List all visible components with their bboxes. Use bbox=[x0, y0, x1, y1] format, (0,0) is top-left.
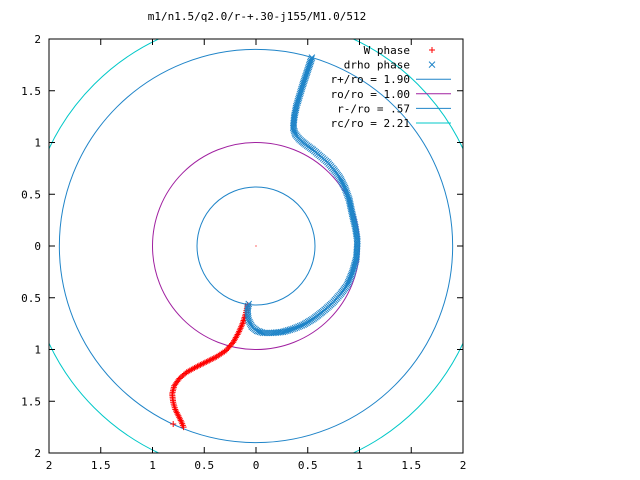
legend-entry-5: rc/ro = 2.21 bbox=[331, 117, 451, 130]
x-tick-label: 1.5 bbox=[401, 459, 421, 472]
series-0 bbox=[169, 301, 251, 431]
plot-area bbox=[49, 39, 463, 453]
drho-phase-point bbox=[298, 321, 306, 329]
w-phase-point bbox=[180, 424, 187, 431]
w-phase-point bbox=[198, 361, 205, 368]
legend-label: W phase bbox=[364, 44, 410, 57]
w-phase-point bbox=[207, 356, 214, 363]
w-phase-point bbox=[200, 360, 207, 367]
drho-phase-point bbox=[293, 324, 301, 331]
x-tick-label: 0.5 bbox=[194, 459, 214, 472]
drho-phase-point bbox=[245, 300, 253, 308]
legend-label: rc/ro = 2.21 bbox=[331, 117, 410, 130]
w-phase-point bbox=[172, 381, 179, 388]
drho-phase-point bbox=[300, 321, 307, 329]
y-tick-label: 2 bbox=[34, 447, 41, 460]
drho-phase-point bbox=[244, 304, 252, 312]
drho-phase-point bbox=[295, 323, 302, 331]
w-phase-point bbox=[204, 358, 211, 365]
w-phase-point bbox=[213, 353, 220, 360]
x-tick-label: 2 bbox=[46, 459, 53, 472]
chart-title: m1/n1.5/q2.0/r-+.30-j155/M1.0/512 bbox=[148, 10, 367, 23]
y-tick-label: 1.5 bbox=[21, 85, 41, 98]
x-tick-label: 0 bbox=[253, 459, 260, 472]
x-tick-label: 0.5 bbox=[298, 459, 318, 472]
legend-label: ro/ro = 1.00 bbox=[331, 88, 410, 101]
w-phase-point bbox=[209, 355, 216, 362]
legend-entry-1: drho phase bbox=[344, 59, 436, 72]
w-phase-point bbox=[203, 358, 210, 365]
w-phase-point bbox=[195, 362, 202, 369]
x-tick-label: 2 bbox=[460, 459, 467, 472]
legend-symbol bbox=[429, 47, 435, 53]
legend-label: drho phase bbox=[344, 59, 410, 72]
legend-label: r-/ro = .57 bbox=[337, 102, 410, 115]
w-phase-point bbox=[206, 357, 213, 364]
x-tick-label: 1.5 bbox=[91, 459, 111, 472]
series-1 bbox=[244, 54, 361, 337]
circle-0 bbox=[58, 48, 454, 444]
axes: 2 1.5 1 0.5 0 0.5 1 1.5 221.510.500.511.52 bbox=[21, 33, 466, 472]
y-tick-label: 1.5 bbox=[21, 395, 41, 408]
y-tick-label: 1 bbox=[34, 344, 41, 357]
w-phase-point bbox=[194, 363, 201, 370]
w-phase-point bbox=[210, 355, 217, 362]
legend-symbol bbox=[428, 61, 436, 68]
drho-phase-point bbox=[296, 322, 304, 330]
circle-2 bbox=[196, 186, 316, 306]
legend-label: r+/ro = 1.90 bbox=[331, 73, 410, 86]
y-tick-label: 0.5 bbox=[21, 188, 41, 201]
y-tick-label: 1 bbox=[34, 137, 41, 150]
drho-phase-point bbox=[244, 302, 252, 310]
drho-phase-point bbox=[246, 318, 253, 326]
y-tick-label: 0.5 bbox=[21, 292, 41, 305]
w-phase-point bbox=[170, 421, 177, 428]
legend-entry-3: ro/ro = 1.00 bbox=[331, 88, 451, 101]
legend-entry-2: r+/ro = 1.90 bbox=[331, 73, 451, 86]
y-tick-label: 0 bbox=[34, 240, 41, 253]
w-phase-point bbox=[201, 359, 208, 366]
legend-entry-0: W phase bbox=[364, 44, 435, 57]
x-tick-label: 1 bbox=[356, 459, 363, 472]
legend-entry-4: r-/ro = .57 bbox=[337, 102, 451, 115]
x-tick-label: 1 bbox=[149, 459, 156, 472]
y-tick-label: 2 bbox=[34, 33, 41, 46]
center-point bbox=[255, 245, 257, 247]
w-phase-point bbox=[197, 361, 204, 368]
w-phase-point bbox=[212, 354, 219, 361]
